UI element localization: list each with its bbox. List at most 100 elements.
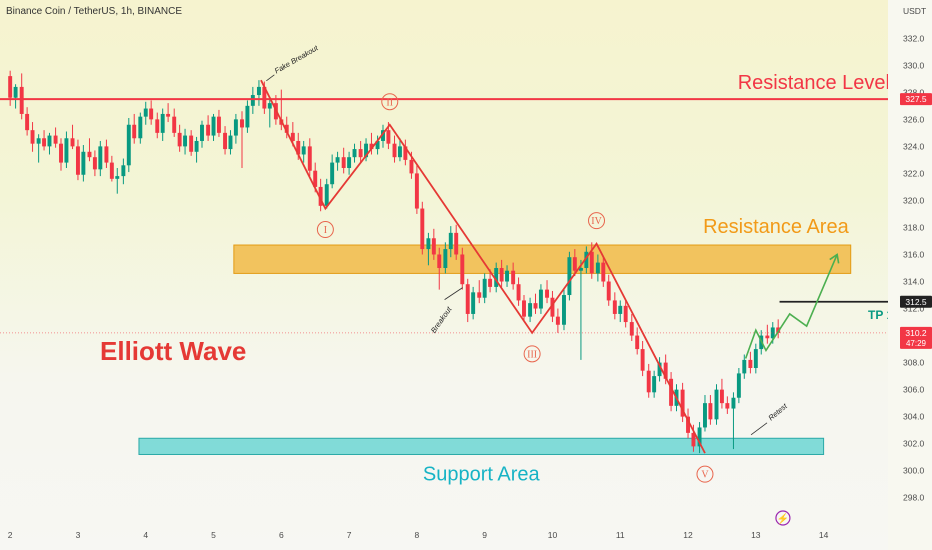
candle-body <box>330 162 335 185</box>
candle-body <box>414 173 419 209</box>
time-tick-label: 13 <box>751 530 761 540</box>
wave-label-circle <box>696 465 714 483</box>
candle-body <box>115 176 120 179</box>
breakout-arrow <box>444 287 463 300</box>
time-tick-label: 5 <box>211 530 216 540</box>
candle-body <box>731 397 736 409</box>
time-tick-label: 4 <box>143 530 148 540</box>
candle-body <box>397 146 402 158</box>
wave-label-V: V <box>701 470 709 481</box>
price-tick-label: 298.0 <box>903 493 925 503</box>
resistance-level-tag-bg <box>900 93 932 106</box>
fake-breakout-label: Fake Breakout <box>273 43 321 76</box>
candle-body <box>307 146 312 171</box>
levels <box>0 98 888 334</box>
candle-body <box>364 143 369 158</box>
candle-body <box>223 132 228 150</box>
price-tick-label: 328.0 <box>903 87 925 97</box>
resistance-level-tag: 327.5 <box>905 94 927 104</box>
candle-body <box>81 151 86 175</box>
candle-body <box>386 130 391 144</box>
candle-body <box>335 157 340 163</box>
candle-body <box>194 140 199 152</box>
candle-body <box>87 151 92 158</box>
candle-body <box>652 376 657 393</box>
candle-body <box>748 359 753 368</box>
candle-body <box>471 292 476 314</box>
wave-label-circle <box>381 93 399 111</box>
candle-body <box>358 149 363 158</box>
time-axis[interactable]: 2 3 4 5 6 7 8 9 10 11 12 13 14 ⚡ <box>8 510 829 540</box>
candle-body <box>183 135 188 147</box>
candle-body <box>392 143 397 158</box>
candle-body <box>431 238 436 255</box>
candle-body <box>545 289 550 298</box>
candle-body <box>719 389 724 404</box>
candle-body <box>290 132 295 141</box>
zones <box>138 244 852 455</box>
price-tick-label: 304.0 <box>903 412 925 422</box>
candle-body <box>708 403 713 420</box>
candle-body <box>550 297 555 317</box>
candle-body <box>420 208 425 250</box>
candle-body <box>19 86 24 114</box>
candle-body <box>53 135 58 144</box>
candle-body <box>567 257 572 296</box>
projection-line <box>744 254 838 359</box>
time-tick-label: 11 <box>616 530 625 540</box>
candle-body <box>601 262 606 282</box>
candle-body <box>47 135 52 147</box>
event-badge[interactable] <box>775 510 791 526</box>
time-tick-label: 12 <box>683 530 693 540</box>
candle-body <box>426 238 431 250</box>
retest-arrow <box>750 422 768 436</box>
candle-body <box>256 86 261 96</box>
candle-body <box>572 257 577 271</box>
wave-label-IV: IV <box>591 216 602 227</box>
wave-label-I: I <box>324 225 327 236</box>
candle-body <box>262 86 267 109</box>
candle-body <box>104 146 109 163</box>
candle-body <box>250 95 255 106</box>
candle-body <box>324 184 329 206</box>
candle-body <box>584 251 589 268</box>
candle-body <box>528 303 533 317</box>
candle-body <box>686 416 690 433</box>
candle-body <box>477 292 482 298</box>
lightning-icon: ⚡ <box>777 512 789 525</box>
projection-arrowhead <box>829 253 840 264</box>
candle-body <box>680 389 685 417</box>
candle-body <box>742 359 747 374</box>
candle-body <box>13 86 18 98</box>
time-tick-label: 7 <box>347 530 352 540</box>
candle-body <box>211 116 216 136</box>
candle-body <box>612 300 617 314</box>
candle-body <box>172 116 177 133</box>
price-axis[interactable]: 298.0300.0302.0304.0306.0308.0310.0312.0… <box>888 0 932 550</box>
candle-body <box>657 362 662 377</box>
support-area-zone <box>138 437 825 455</box>
candle-body <box>138 116 143 139</box>
candle-body <box>347 157 352 168</box>
candle-body <box>143 108 148 117</box>
candle-body <box>623 305 628 323</box>
candle-body <box>753 349 758 368</box>
candle-body <box>64 138 69 163</box>
candle-body <box>59 143 63 163</box>
candle-body <box>578 268 583 271</box>
candle-body <box>233 119 238 136</box>
candle-body <box>296 140 301 155</box>
price-tick-label: 326.0 <box>903 114 925 124</box>
candle-body <box>691 432 696 447</box>
candle-body <box>301 146 306 155</box>
candle-body <box>511 270 516 285</box>
price-tick-label: 312.0 <box>903 304 925 314</box>
price-tick-label: 300.0 <box>903 466 925 476</box>
candle-body <box>126 124 131 166</box>
candle-body <box>494 268 499 287</box>
candle-body <box>454 232 459 255</box>
time-tick-label: 10 <box>548 530 558 540</box>
elliott-wave-line <box>260 79 706 454</box>
breakout-label: Breakout <box>429 304 454 335</box>
